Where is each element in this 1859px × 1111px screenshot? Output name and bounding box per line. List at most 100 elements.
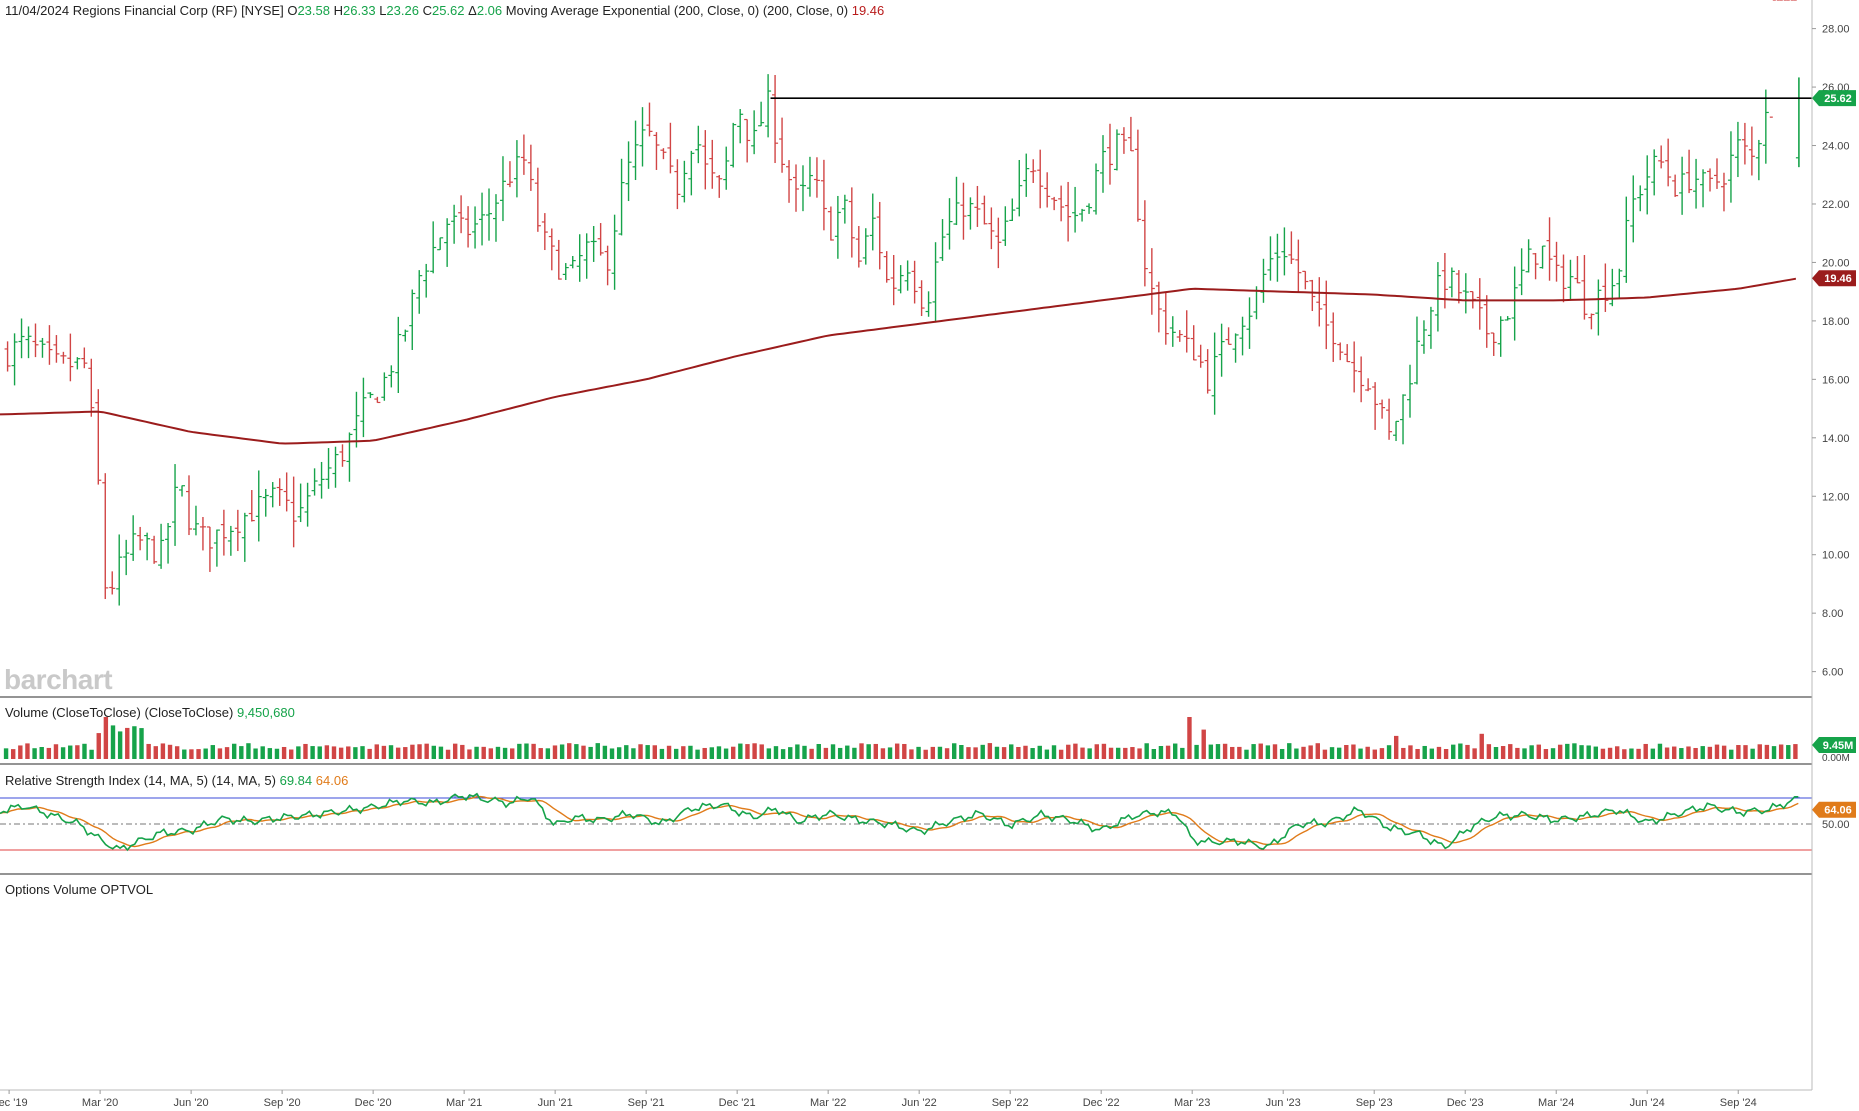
volume-bar [1786, 745, 1791, 759]
volume-bar [1693, 747, 1698, 759]
volume-bar [502, 747, 508, 759]
volume-bar [745, 744, 750, 759]
volume-bar [1087, 748, 1092, 759]
volume-bar [60, 747, 66, 759]
ohlc-bar [953, 176, 960, 226]
volume-panel[interactable] [3, 717, 1798, 759]
volume-bar [631, 748, 636, 759]
rsi-value: 69.84 [279, 773, 313, 788]
ohlc-bar [925, 291, 932, 317]
ohlc-bar [1113, 129, 1120, 171]
ohlc-bar [1672, 174, 1679, 197]
volume-bar [1508, 744, 1513, 759]
ohlc-bar [46, 325, 53, 365]
ohlc-bar [1539, 245, 1546, 269]
ohlc-bar [465, 206, 472, 248]
ohlc-bar [1288, 231, 1295, 264]
volume-bar [317, 746, 322, 759]
ohlc-bar [653, 132, 660, 170]
ohlc-bar [1406, 364, 1413, 418]
volume-bar [1030, 748, 1035, 759]
x-tick-label: Jun '24 [1630, 1097, 1665, 1109]
ohlc-bar [1427, 306, 1434, 349]
ohlc-bar [199, 516, 206, 551]
ohlc-bar [1351, 341, 1358, 393]
volume-bar [1757, 744, 1762, 759]
ohlc-bar [1483, 295, 1490, 348]
volume-bar [1386, 745, 1392, 759]
rsi-params: (14, MA, 5) [211, 773, 276, 788]
ohlc-bar [123, 539, 130, 576]
ohlc-bar [1141, 200, 1148, 287]
volume-bar [210, 745, 216, 759]
ohlc-bar [1455, 270, 1462, 304]
y-tick-label: 22.00 [1822, 199, 1850, 211]
volume-bar [1322, 749, 1328, 759]
volume-bar [1536, 744, 1541, 759]
ohlc-bar [1693, 158, 1700, 209]
ohlc-bar [1700, 169, 1707, 208]
ohlc-bar [1462, 273, 1469, 314]
rsi-ma-badge: 64.06 [1812, 801, 1856, 818]
ohlc-bar [660, 148, 667, 160]
volume-bar [773, 746, 779, 759]
ohlc-bar [799, 165, 806, 212]
ohlc-bar [1497, 316, 1504, 357]
ohlc-bar [702, 130, 709, 190]
ohlc-bar [1072, 186, 1079, 233]
rsi-ma-badge-bg [1812, 801, 1856, 818]
ohlc-bar [1246, 297, 1253, 349]
volume-bar [1721, 745, 1727, 759]
ohlc-bar [74, 357, 81, 370]
volume-bar [1793, 744, 1798, 759]
ohlc-bar [60, 351, 67, 364]
ohlc-bar [1218, 323, 1225, 377]
ohlc-bar [388, 365, 395, 388]
volume-bar [1771, 746, 1777, 759]
volume-bar [1165, 745, 1171, 759]
volume-bar [909, 749, 914, 759]
ohlc-bar [1602, 263, 1609, 312]
volume-bar [638, 744, 643, 759]
volume-bar [937, 746, 943, 759]
volume-bar [1379, 748, 1385, 759]
y-tick-label: 10.00 [1822, 550, 1850, 562]
volume-bar [1230, 746, 1235, 759]
y-tick-label: 8.00 [1822, 608, 1843, 620]
ohlc-bar [534, 167, 541, 232]
last-price-badge: 25.62 [1812, 90, 1856, 107]
ohlc-bar [1420, 320, 1427, 354]
rsi-panel[interactable] [0, 792, 1812, 852]
volume-bar [217, 748, 223, 759]
ohlc-bar [32, 323, 39, 358]
volume-bar [1272, 744, 1278, 759]
volume-bar [417, 744, 422, 759]
volume-bar [32, 748, 37, 759]
ohlc-bar [758, 101, 765, 127]
price-panel[interactable] [0, 0, 1812, 606]
ohlc-bar [806, 156, 813, 197]
y-tick-label: 14.00 [1822, 433, 1850, 445]
ema-badge: 19.46 [1812, 270, 1856, 287]
volume-bar [1415, 748, 1420, 759]
change-label: Δ [468, 3, 477, 18]
volume-bar [1130, 747, 1135, 759]
volume-bar [274, 748, 280, 759]
ohlc-bar [1267, 236, 1274, 281]
volume-bar [1173, 743, 1178, 759]
ohlc-bar [220, 509, 227, 556]
ohlc-bar [716, 175, 723, 198]
volume-bar [1358, 748, 1363, 759]
volume-bar [567, 743, 572, 759]
volume-bar [1158, 746, 1164, 759]
volume-bar [759, 744, 764, 759]
volume-bar [403, 747, 408, 759]
ohlc-bar [1727, 131, 1734, 203]
volume-bar [132, 726, 137, 759]
volume-bar [524, 743, 529, 759]
volume-bar [1401, 747, 1406, 759]
volume-bar [1778, 744, 1784, 759]
ohlc-bar [1665, 138, 1672, 187]
ohlc-bar [1741, 122, 1748, 165]
